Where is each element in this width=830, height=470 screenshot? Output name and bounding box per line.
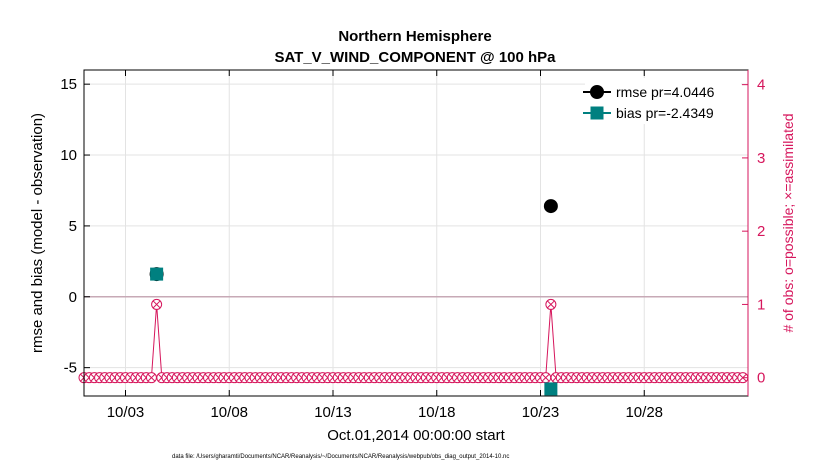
- y-tick-label: 5: [69, 218, 77, 235]
- y-tick-label: 0: [69, 289, 77, 306]
- obs-assimilated-cross: [541, 373, 550, 382]
- legend: rmse pr=4.0446 bias pr=-2.4349: [583, 78, 741, 124]
- y-right-tick-label: 1: [757, 296, 765, 313]
- grid: [84, 70, 748, 396]
- y-right-axis-label: # of obs: o=possible; ×=assimilated: [780, 113, 796, 332]
- x-tick-label: 10/03: [107, 404, 145, 421]
- y-right-tick-label: 0: [757, 370, 765, 387]
- x-axis-label: Oct.01,2014 00:00:00 start: [327, 427, 505, 444]
- plot-data: [78, 199, 749, 396]
- obs-count-marker: [540, 372, 552, 384]
- obs-assimilated-cross: [152, 300, 161, 309]
- y-right-tick-label: 4: [757, 77, 765, 94]
- obs-count-marker: [145, 372, 157, 384]
- rmse-point: [543, 199, 558, 214]
- bias-point: [150, 267, 164, 281]
- chart-title: Northern Hemisphere: [338, 28, 491, 45]
- obs-count-marker: [545, 298, 557, 310]
- legend-box: [585, 78, 741, 124]
- chart-subtitle: SAT_V_WIND_COMPONENT @ 100 hPa: [274, 49, 556, 66]
- y-tick-label: -5: [64, 360, 77, 377]
- y-right-tick-label: 2: [757, 223, 765, 240]
- axes: 10/03 10/08 10/13 10/18 10/23 10/28 -5 0 5 10 15 0 1…: [60, 70, 765, 421]
- y-right-tick-label: 3: [757, 150, 765, 167]
- x-tick-label: 10/08: [210, 404, 248, 421]
- x-tick-label: 10/18: [418, 404, 456, 421]
- legend-rmse-marker: [590, 85, 604, 99]
- y-tick-label: 10: [60, 147, 77, 164]
- obs-assimilated-cross: [546, 300, 555, 309]
- legend-bias-marker: [590, 106, 604, 120]
- y-tick-label: 15: [60, 76, 77, 93]
- obs-count-marker: [151, 298, 163, 310]
- obs-assimilated-cross: [147, 373, 156, 382]
- x-tick-label: 10/28: [625, 404, 663, 421]
- legend-bias-label: bias pr=-2.4349: [616, 105, 714, 121]
- x-tick-label: 10/23: [522, 404, 560, 421]
- legend-rmse-label: rmse pr=4.0446: [616, 84, 715, 100]
- footnote: data file: /Users/gharamti/Documents/NCA…: [172, 454, 509, 460]
- y-axis-label: rmse and bias (model - observation): [29, 113, 46, 353]
- bias-point: [544, 382, 558, 396]
- x-tick-label: 10/13: [314, 404, 352, 421]
